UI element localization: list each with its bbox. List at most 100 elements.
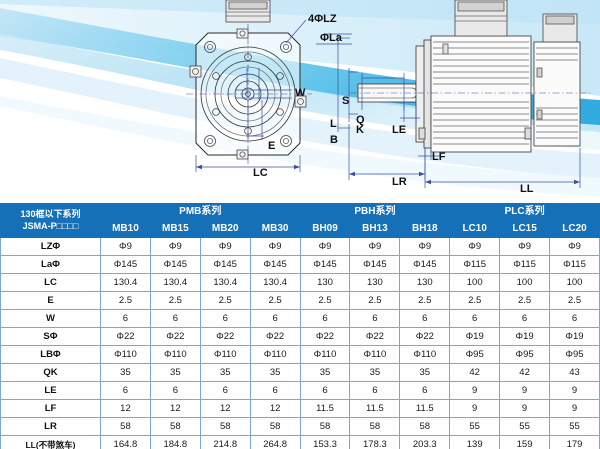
cell-9-7: 9 <box>449 399 501 418</box>
cell-8-8: 9 <box>499 381 551 400</box>
cell-4-5: 6 <box>349 309 401 328</box>
cell-10-9: 55 <box>549 417 600 436</box>
cell-1-0: Φ145 <box>100 255 151 274</box>
cell-2-1: 130.4 <box>149 273 201 292</box>
side-view-motor <box>357 0 581 153</box>
cell-8-1: 6 <box>149 381 201 400</box>
cell-1-1: Φ145 <box>149 255 201 274</box>
cell-11-5: 178.3 <box>349 435 401 449</box>
cell-9-2: 12 <box>199 399 251 418</box>
specification-table: 130框以下系列 JSMA-P□□□□ PMB系列 PBH系列 PLC系列 MB10… <box>0 203 600 449</box>
cell-8-3: 6 <box>249 381 301 400</box>
model-header-lc10: LC10 <box>449 219 501 238</box>
row-label-9: LF <box>0 399 101 418</box>
label-4phi-lz: 4ΦLZ <box>308 13 337 25</box>
model-header-bh09: BH09 <box>299 219 351 238</box>
cell-7-1: 35 <box>149 363 201 382</box>
table-row: LR 58 58 58 58 58 58 58 55 55 55 <box>0 417 600 436</box>
label-lc: LC <box>253 167 268 179</box>
model-header-mb20: MB20 <box>199 219 251 238</box>
series-header-2: PLC系列 <box>449 203 600 220</box>
cell-11-2: 214.8 <box>199 435 251 449</box>
cell-10-0: 58 <box>100 417 151 436</box>
label-k: K <box>356 124 364 136</box>
cell-7-9: 43 <box>549 363 600 382</box>
cell-2-6: 130 <box>399 273 451 292</box>
cell-7-5: 35 <box>349 363 401 382</box>
corner-header-line1: 130框以下系列 <box>20 209 81 220</box>
cell-2-5: 130 <box>349 273 401 292</box>
table-row: SΦ Φ22 Φ22 Φ22 Φ22 Φ22 Φ22 Φ22 Φ19 Φ19 Φ19 <box>0 327 600 346</box>
cell-9-1: 12 <box>149 399 201 418</box>
cell-11-9: 179 <box>549 435 600 449</box>
cell-2-7: 100 <box>449 273 501 292</box>
cell-5-9: Φ19 <box>549 327 600 346</box>
cell-4-0: 6 <box>100 309 151 328</box>
label-lr: LR <box>392 176 407 188</box>
table-body: LZΦ Φ9 Φ9 Φ9 Φ9 Φ9 Φ9 Φ9 Φ9 Φ9 Φ9 LaΦ Φ145 Φ145 Φ145 Φ1… <box>0 237 600 449</box>
cell-5-0: Φ22 <box>100 327 151 346</box>
specification-table-container: 130框以下系列 JSMA-P□□□□ PMB系列 PBH系列 PLC系列 MB10… <box>0 203 600 449</box>
cell-6-9: Φ95 <box>549 345 600 364</box>
label-w: W <box>295 87 306 99</box>
row-label-2: LC <box>0 273 101 292</box>
cell-6-1: Φ110 <box>149 345 201 364</box>
cell-11-4: 153.3 <box>299 435 351 449</box>
label-e: E <box>268 140 276 152</box>
cell-2-9: 100 <box>549 273 600 292</box>
cell-4-8: 6 <box>499 309 551 328</box>
cell-9-9: 9 <box>549 399 600 418</box>
cell-8-2: 6 <box>199 381 251 400</box>
cell-7-8: 42 <box>499 363 551 382</box>
cell-1-8: Φ115 <box>499 255 551 274</box>
table-row: E 2.5 2.5 2.5 2.5 2.5 2.5 2.5 2.5 2.5 2.5 <box>0 291 600 310</box>
cell-9-0: 12 <box>100 399 151 418</box>
row-label-7: QK <box>0 363 101 382</box>
cell-3-9: 2.5 <box>549 291 600 310</box>
cell-0-4: Φ9 <box>299 237 351 256</box>
cell-0-3: Φ9 <box>249 237 301 256</box>
row-label-10: LR <box>0 417 101 436</box>
series-header-1: PBH系列 <box>299 203 451 220</box>
cell-5-4: Φ22 <box>299 327 351 346</box>
header-row-series: 130框以下系列 JSMA-P□□□□ PMB系列 PBH系列 PLC系列 <box>0 203 600 238</box>
cell-11-3: 264.8 <box>249 435 301 449</box>
cell-2-2: 130.4 <box>199 273 251 292</box>
front-view-connector <box>225 0 271 23</box>
cell-10-7: 55 <box>449 417 501 436</box>
label-l: L <box>330 118 337 130</box>
label-b: B <box>330 134 338 146</box>
dim-le <box>400 105 420 122</box>
cell-8-7: 9 <box>449 381 501 400</box>
cell-2-0: 130.4 <box>100 273 151 292</box>
cell-11-7: 139 <box>449 435 501 449</box>
cell-3-8: 2.5 <box>499 291 551 310</box>
cell-4-2: 6 <box>199 309 251 328</box>
cell-7-3: 35 <box>249 363 301 382</box>
cell-5-2: Φ22 <box>199 327 251 346</box>
cell-7-7: 42 <box>449 363 501 382</box>
cell-3-6: 2.5 <box>399 291 451 310</box>
technical-drawings: 4ΦLZ ΦLa W E LC S Q K LE L B LF LR LL <box>0 0 600 203</box>
table-row: QK 35 35 35 35 35 35 35 42 42 43 <box>0 363 600 382</box>
cell-5-3: Φ22 <box>249 327 301 346</box>
cell-4-1: 6 <box>149 309 201 328</box>
label-phi-la: ΦLa <box>320 32 342 44</box>
cell-3-5: 2.5 <box>349 291 401 310</box>
row-label-3: E <box>0 291 101 310</box>
corner-header-line2: JSMA-P□□□□ <box>22 220 79 231</box>
dim-s <box>348 68 358 122</box>
cell-1-3: Φ145 <box>249 255 301 274</box>
cell-6-4: Φ110 <box>299 345 351 364</box>
cell-11-0: 164.8 <box>100 435 151 449</box>
cell-10-5: 58 <box>349 417 401 436</box>
cell-4-6: 6 <box>399 309 451 328</box>
leader-4philz <box>285 19 307 44</box>
cell-5-6: Φ22 <box>399 327 451 346</box>
cell-9-3: 12 <box>249 399 301 418</box>
model-header-bh13: BH13 <box>349 219 401 238</box>
cell-6-3: Φ110 <box>249 345 301 364</box>
cell-10-4: 58 <box>299 417 351 436</box>
table-row: LF 12 12 12 12 11.5 11.5 11.5 9 9 9 <box>0 399 600 418</box>
